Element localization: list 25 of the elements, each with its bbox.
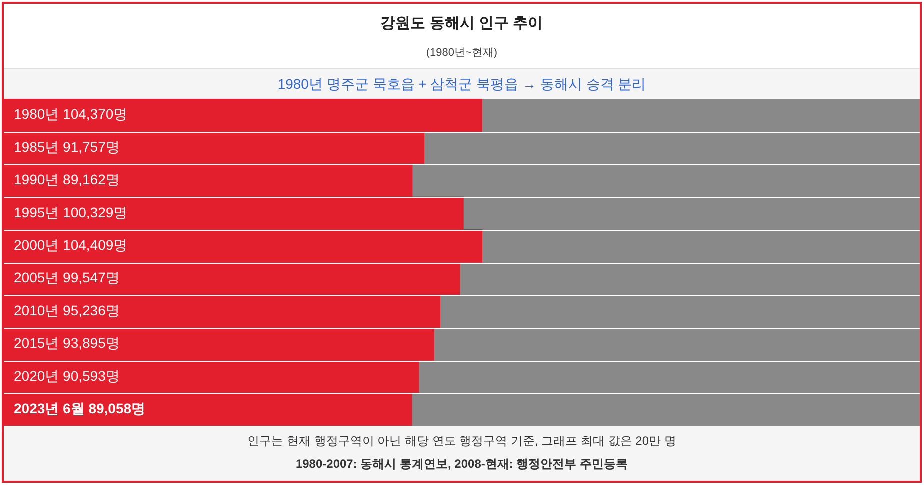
y-tick-label: 2005년 <box>14 270 60 286</box>
data-label: 100,329명 <box>63 204 128 220</box>
text: 1980년 명주군 묵호읍 + 삼척군 북평읍 → 동해시 승격 분리 <box>4 69 920 99</box>
data-label: 104,370명 <box>63 106 128 122</box>
data-label: 89,058명 <box>88 400 146 417</box>
chart-title: 강원도 동해시 인구 추이 <box>380 14 544 33</box>
data-label: 99,547명 <box>63 270 120 286</box>
data-label: 95,236명 <box>63 302 120 318</box>
y-tick-label: 1985년 <box>14 138 60 155</box>
data-label: 89,162명 <box>63 172 120 188</box>
y-tick-label: 2023년 6월 <box>14 400 85 417</box>
y-tick-label: 2020년 <box>14 368 60 384</box>
y-tick-label: 1995년 <box>14 204 60 220</box>
text: 인구는 현재 행정구역이 아닌 해당 연도 행정구역 기준, 그래프 최대 값은 20만 명 <box>246 433 678 450</box>
y-tick-label: 1990년 <box>14 172 60 188</box>
y-tick-label: 2015년 <box>14 335 60 352</box>
text: 1980-2007: 동해시 통계연보, 2008-현재: 행정안전부 주민등록 <box>294 456 630 473</box>
data-label: 90,593명 <box>63 368 120 384</box>
data-label: 91,757명 <box>63 138 120 155</box>
chart-subtitle: (1980년~현재) <box>425 46 499 60</box>
y-tick-label: 2000년 <box>14 237 60 254</box>
data-label: 93,895명 <box>63 335 120 352</box>
y-tick-label: 2010년 <box>14 302 60 318</box>
y-tick-label: 1980년 <box>14 106 60 122</box>
data-label: 104,409명 <box>63 237 128 254</box>
